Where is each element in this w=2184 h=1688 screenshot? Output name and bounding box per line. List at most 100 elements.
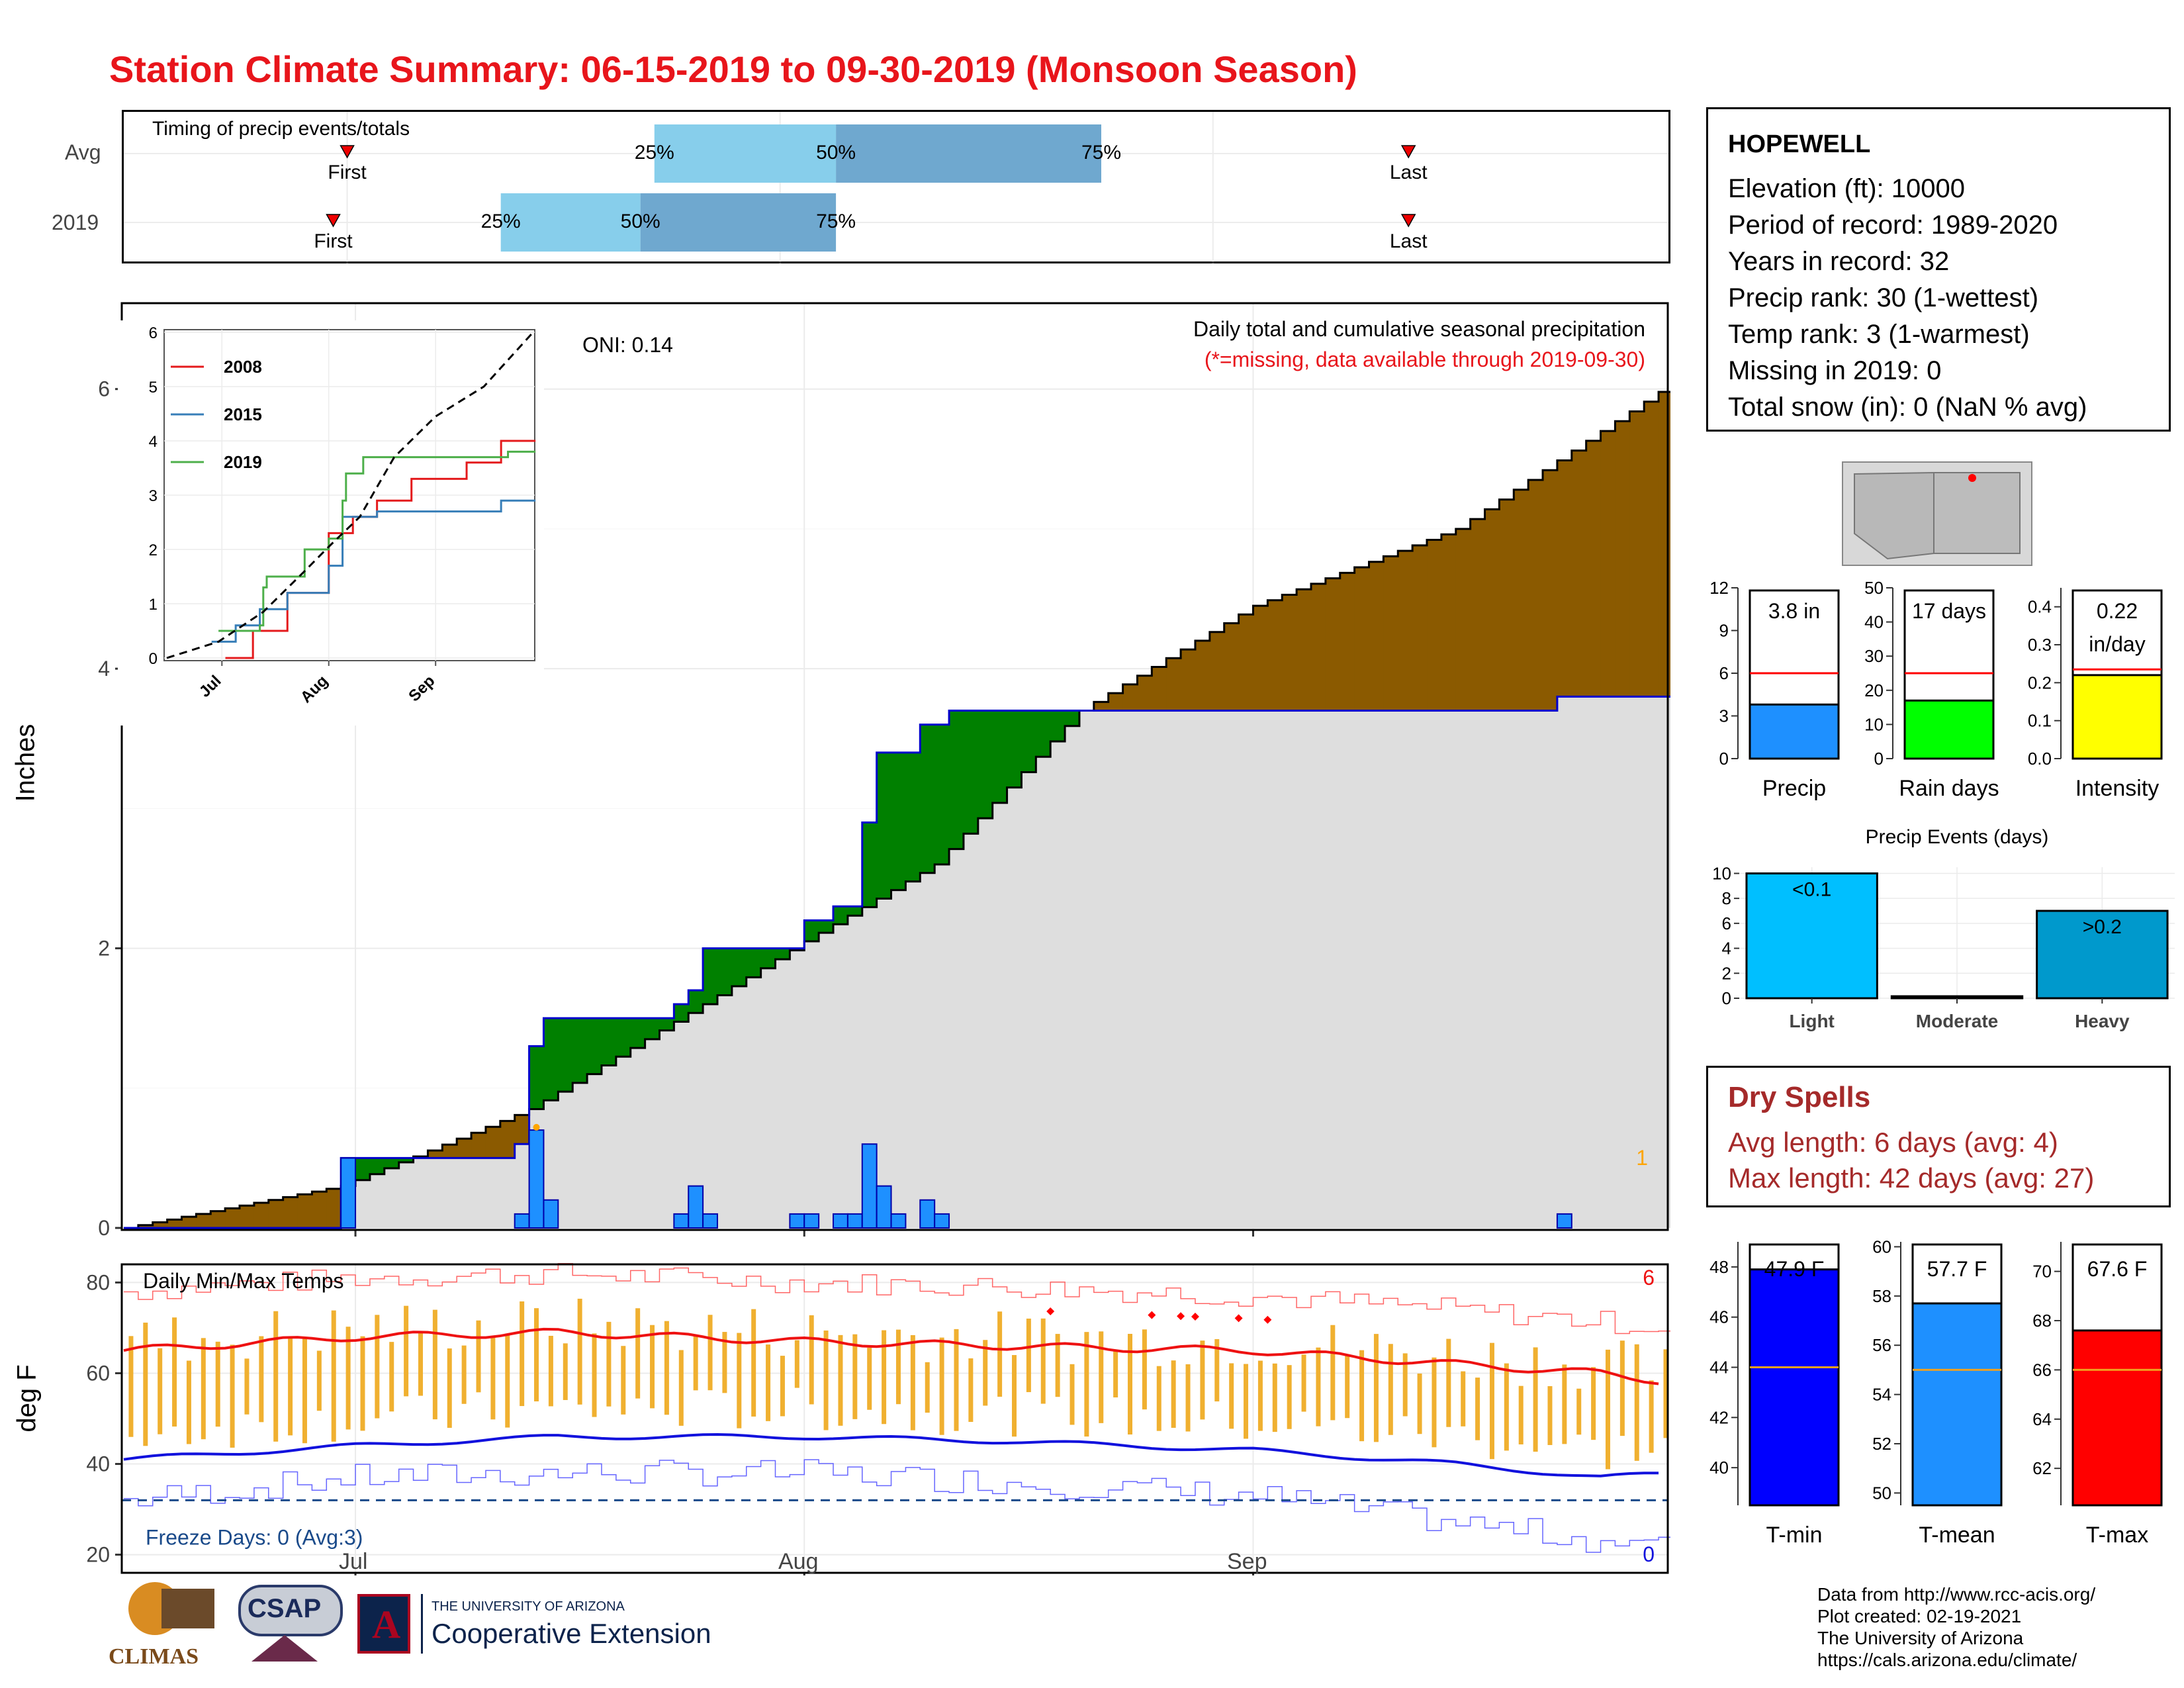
precip-surplus-fill <box>963 710 979 834</box>
mini-y-tick-label: 10 <box>1864 714 1884 734</box>
precip-deficit-fill <box>1209 632 1225 711</box>
temp-daily-range-bar <box>1634 1344 1639 1461</box>
precip-deficit-fill <box>1484 509 1500 711</box>
temp-daily-range-bar <box>360 1336 365 1431</box>
precip-surplus-fill <box>804 920 819 942</box>
precip-deficit-fill <box>1152 667 1167 711</box>
inset-y-tick-label: 2 <box>149 541 158 559</box>
mini-bar-value-label-2: in/day <box>2089 632 2145 656</box>
precip-subheader: (*=missing, data available through 2019-… <box>1205 348 1645 371</box>
precip-surplus-fill <box>847 906 863 916</box>
temp-daily-range-bar <box>1011 1355 1017 1437</box>
precip-deficit-fill <box>1181 649 1196 711</box>
month-label-sep: Sep <box>1227 1549 1267 1574</box>
temp-record-marker <box>1234 1314 1243 1323</box>
temp-daily-range-bar <box>1649 1380 1654 1453</box>
precip-deficit-fill <box>1455 528 1471 711</box>
precip-surplus-fill <box>543 1018 559 1101</box>
mini-y-tick-label: 0.3 <box>2028 635 2052 655</box>
precip-deficit-fill <box>1383 556 1398 711</box>
precip-y-tick-label: 0 <box>98 1216 110 1237</box>
precip-deficit-fill <box>181 1217 197 1228</box>
credit-plot-created: Plot created: 02-19-2021 <box>1817 1606 2022 1626</box>
precip-deficit-fill <box>514 1115 530 1145</box>
precip-deficit-fill <box>1310 583 1326 711</box>
inset-legend-label: 2008 <box>224 357 262 377</box>
temp-record-marker <box>1046 1307 1055 1315</box>
mini-y-tick-label: 0 <box>1719 749 1729 769</box>
precip-daily-bar <box>861 1143 878 1229</box>
precip-deficit-fill <box>500 1121 516 1158</box>
precip-deficit-fill <box>1340 573 1355 711</box>
tbar-y-tick-label: 52 <box>1872 1434 1891 1454</box>
tbar-y-tick-label: 56 <box>1872 1335 1891 1355</box>
temp-daily-range-bar <box>794 1340 799 1388</box>
station-period: Period of record: 1989-2020 <box>1728 211 2058 240</box>
temp-daily-range-bar <box>331 1310 336 1442</box>
precip-deficit-fill <box>1514 489 1529 711</box>
timing-last-marker <box>1400 145 1416 159</box>
precip-deficit-fill <box>1412 545 1428 711</box>
temp-record-min-line <box>124 1459 1670 1553</box>
precip-surplus-fill <box>949 710 964 849</box>
tbar-category-label: T-min <box>1766 1523 1823 1548</box>
temp-record-marker <box>1148 1311 1156 1319</box>
temp-daily-range-bar <box>968 1358 974 1423</box>
temp-daily-range-bar <box>1185 1364 1191 1432</box>
precip-deficit-fill <box>485 1127 501 1158</box>
inset-series-line-2008 <box>225 440 536 659</box>
temp-daily-range-bar <box>520 1301 525 1407</box>
tbar-value-label: 67.6 F <box>2087 1257 2148 1281</box>
tbar-y-tick-label: 44 <box>1709 1358 1729 1378</box>
precip-deficit-fill <box>1166 658 1181 711</box>
mini-bar-intensity <box>2071 674 2163 760</box>
mini-y-tick-label: 40 <box>1864 612 1884 632</box>
precip-deficit-fill <box>1543 470 1558 711</box>
precip-surplus-fill <box>369 1158 385 1174</box>
climas-wordmark: CLIMAS <box>109 1644 199 1669</box>
temp-daily-range-bar <box>1388 1344 1393 1435</box>
precip-surplus-fill <box>920 724 935 873</box>
temp-daily-range-bar <box>1359 1350 1365 1442</box>
temp-daily-range-bar <box>621 1346 626 1415</box>
timing-label-75: 75% <box>816 211 856 232</box>
precip-deficit-fill <box>196 1213 211 1228</box>
temp-daily-range-bar <box>316 1350 322 1411</box>
precip-deficit-fill <box>1224 623 1240 711</box>
timing-label-50: 50% <box>816 142 856 164</box>
temp-daily-range-bar <box>809 1315 814 1405</box>
climas-logo: CLIMAS <box>109 1582 221 1675</box>
precip-surplus-fill <box>398 1158 414 1162</box>
temp-daily-range-bar <box>230 1344 235 1448</box>
temp-daily-range-bar <box>1663 1349 1668 1438</box>
mini-bar-rain-days <box>1903 699 1995 760</box>
tbar-category-label: T-mean <box>1919 1523 1995 1548</box>
month-label-aug: Aug <box>778 1549 819 1574</box>
precip-daily-bar <box>890 1213 907 1229</box>
precip-deficit-fill <box>1557 460 1572 697</box>
temp-daily-range-bar <box>375 1315 380 1419</box>
temp-daily-range-bar <box>563 1343 568 1400</box>
mini-bar-value-label: 3.8 in <box>1768 599 1820 623</box>
timing-bar-50-75 <box>640 193 837 252</box>
tbar-y-tick-label: 68 <box>2032 1311 2052 1331</box>
mini-y-tick-label: 0.0 <box>2028 749 2052 769</box>
temp-daily-range-bar <box>766 1344 771 1421</box>
precip-deficit-fill <box>1093 702 1109 711</box>
precip-deficit-fill <box>1122 684 1138 711</box>
temp-daily-range-bar <box>910 1335 915 1430</box>
temp-daily-range-bar <box>302 1337 307 1444</box>
precip-frame <box>120 302 1669 1231</box>
temp-daily-range-bar <box>707 1315 713 1391</box>
timing-last-label: Last <box>1390 230 1428 252</box>
precip-surplus-fill <box>615 1018 631 1057</box>
precip-surplus-fill <box>905 752 921 882</box>
temp-daily-range-bar <box>172 1317 177 1427</box>
mini-bar-precip <box>1749 703 1840 760</box>
precip-daily-bar <box>846 1213 863 1229</box>
precip-2019-cumulative-line <box>124 695 1670 1229</box>
timing-first-marker <box>326 214 341 228</box>
precip-deficit-fill <box>167 1219 183 1228</box>
precip-surplus-fill <box>384 1158 400 1168</box>
